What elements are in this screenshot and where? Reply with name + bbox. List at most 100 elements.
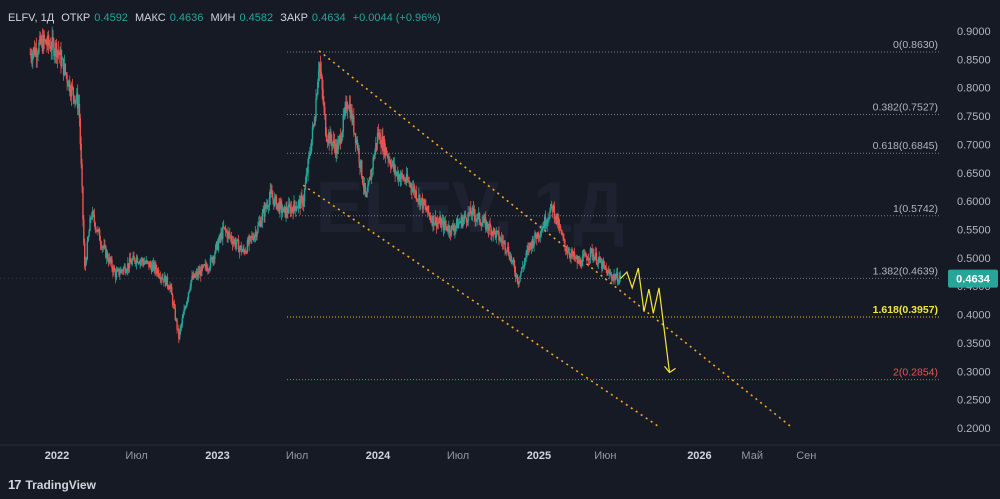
candle-body — [603, 265, 606, 266]
candle-body — [594, 257, 596, 261]
candle-body — [401, 173, 403, 176]
candle-body — [452, 225, 454, 229]
candle-body — [45, 40, 47, 45]
candle-body — [208, 268, 211, 271]
candle-body — [317, 82, 319, 95]
trend-channel — [302, 50, 794, 429]
ohlc-header: ELFV, 1Д ОТКР 0.4592 МАКС 0.4636 МИН 0.4582… — [8, 12, 445, 24]
symbol-label[interactable]: ELFV, 1Д — [8, 12, 55, 24]
candle-body — [608, 270, 610, 272]
candle-body — [573, 252, 576, 259]
candle-body — [396, 172, 398, 174]
candle-body — [206, 267, 208, 271]
candle-body — [211, 257, 213, 263]
candle-body — [288, 204, 291, 206]
candle-body — [576, 257, 578, 264]
candle-body — [232, 241, 235, 245]
candle-body — [150, 265, 153, 272]
candle-body — [64, 63, 67, 73]
candle-body — [392, 161, 395, 169]
candle-body — [583, 254, 585, 256]
candle-body — [598, 256, 600, 260]
time-axis[interactable]: 2022 Июл 2023 Июл 2024 Июл 2025 Июн 2026 Май Сен — [0, 444, 1000, 462]
candle-body — [434, 217, 437, 224]
candle-body — [257, 225, 259, 233]
candle-body — [333, 139, 336, 146]
candle-body — [313, 124, 315, 126]
candle-body — [98, 229, 101, 241]
candle-body — [253, 235, 256, 241]
candle-body — [409, 183, 411, 185]
candle-body — [490, 226, 492, 236]
candle-body — [212, 256, 214, 263]
candle-body — [602, 261, 605, 266]
candle-body — [407, 180, 410, 182]
candle-body — [149, 262, 152, 266]
candle-body — [447, 230, 449, 232]
candle-body — [377, 132, 380, 137]
candle-body — [601, 260, 603, 270]
candle-body — [347, 107, 350, 109]
candle-body — [96, 229, 98, 232]
candle-body — [109, 257, 111, 262]
candle-body — [468, 212, 470, 214]
candle-body — [332, 139, 335, 144]
candle-body — [491, 231, 493, 236]
candle-body — [256, 232, 258, 237]
candle-body — [126, 270, 128, 272]
candle-body — [242, 248, 244, 251]
candle-body — [88, 231, 90, 237]
candle-body — [361, 177, 364, 184]
candle-body — [356, 139, 359, 149]
candle-body — [314, 118, 316, 125]
candle-body — [224, 227, 227, 231]
candle-body — [61, 59, 63, 67]
candle-body — [488, 223, 490, 231]
candle-body — [512, 259, 514, 261]
candle-body — [248, 236, 250, 245]
tradingview-logo[interactable]: 17 TradingView — [8, 477, 96, 492]
candle-body — [286, 207, 288, 213]
candle-body — [241, 250, 243, 253]
candle-body — [365, 192, 367, 197]
candle-body — [522, 266, 525, 268]
price-axis[interactable]: 0.9000 0.8500 0.8000 0.7500 0.7000 0.6500 0.60… — [957, 26, 991, 435]
candle-body — [123, 266, 125, 268]
candle-body — [230, 236, 233, 242]
candle-body — [390, 163, 393, 168]
change-value: +0.0044 (+0.96%) — [352, 12, 441, 24]
tradingview-logo-text: TradingView — [25, 477, 96, 492]
candle-body — [425, 205, 427, 210]
candle-body — [251, 236, 253, 238]
candle-body — [142, 261, 145, 265]
candle-body — [100, 244, 103, 249]
candle-body — [125, 271, 127, 273]
candle-body — [609, 271, 611, 275]
candle-body — [364, 183, 366, 193]
candle-body — [559, 225, 562, 230]
candle-body — [342, 114, 344, 132]
candle-body — [226, 231, 228, 238]
candle-body — [146, 260, 148, 262]
candle-body — [36, 54, 38, 58]
candle-body — [397, 172, 399, 180]
candle-body — [343, 114, 345, 115]
candle-body — [552, 205, 555, 212]
candle-body — [334, 145, 337, 155]
candle-body — [360, 160, 362, 168]
candle-body — [359, 161, 361, 168]
candle-body — [46, 44, 48, 46]
candle-body — [260, 221, 263, 227]
candle-body — [35, 47, 38, 58]
candle-body — [222, 226, 224, 239]
candle-body — [156, 269, 158, 274]
candle-body — [400, 173, 403, 178]
candle-body — [120, 269, 123, 271]
candle-body — [372, 157, 374, 170]
candle-body — [523, 261, 526, 267]
candle-body — [127, 263, 129, 271]
candle-body — [463, 214, 466, 218]
candle-body — [404, 178, 406, 182]
candle-body — [477, 214, 479, 219]
